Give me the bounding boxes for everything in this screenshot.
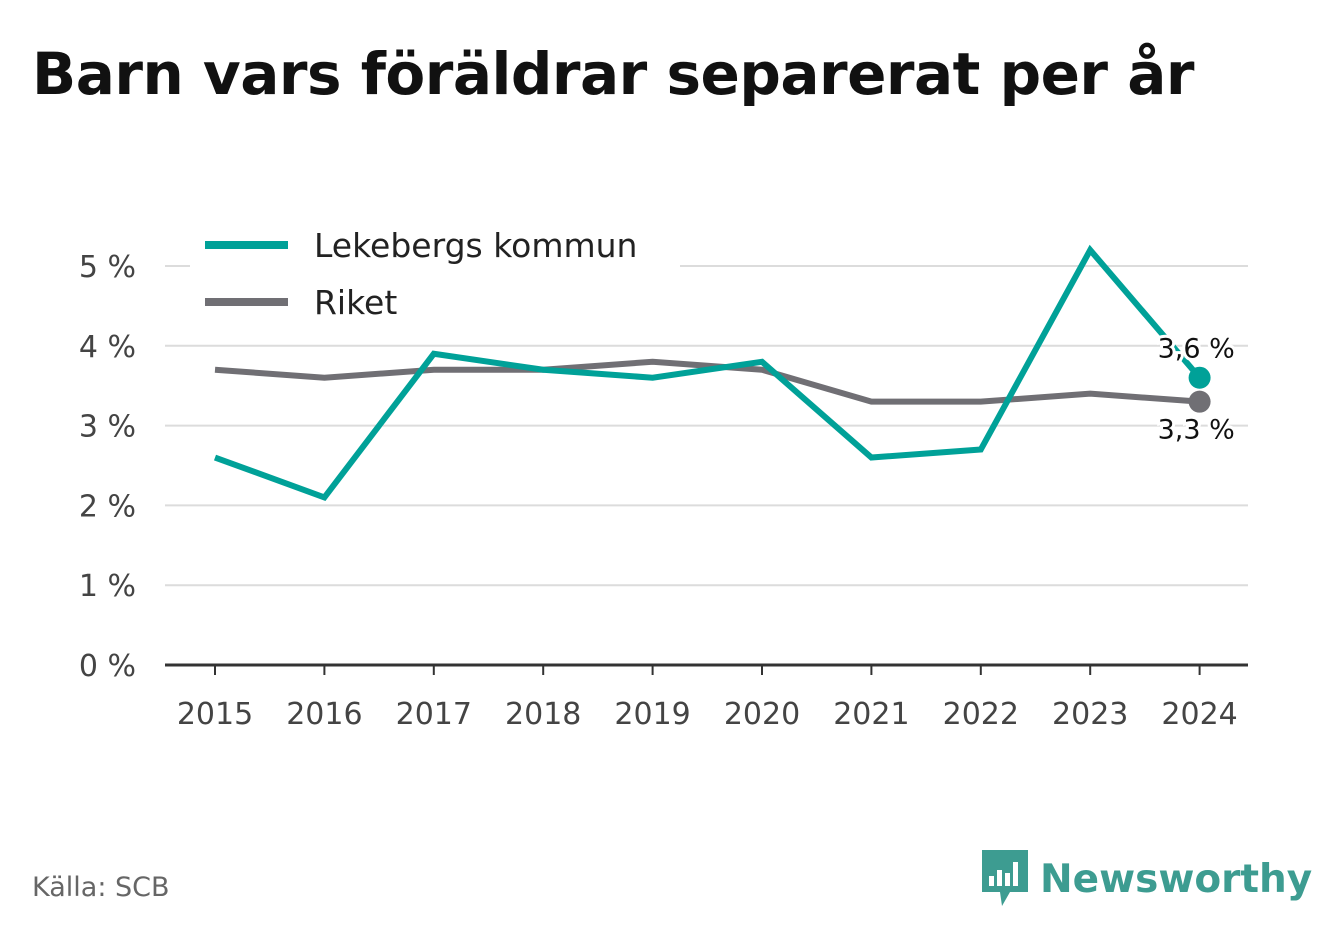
end-labels: 3,6 % 3,3 % — [1155, 331, 1238, 449]
brand-name: Newsworthy — [1040, 856, 1313, 902]
series-layer — [213, 244, 1211, 501]
y-tick-label: 4 % — [79, 330, 136, 365]
x-tick-label: 2016 — [286, 697, 362, 732]
end-label-lekeberg: 3,6 % — [1158, 334, 1235, 365]
chart-title: Barn vars föräldrar separerat per år — [32, 40, 1194, 108]
series-line-1 — [214, 358, 1200, 405]
x-tick-label: 2024 — [1161, 697, 1237, 732]
legend-label-1: Riket — [314, 283, 397, 322]
x-tick-label: 2019 — [614, 697, 690, 732]
source-note: Källa: SCB — [32, 872, 170, 903]
series-line-0 — [213, 244, 1202, 501]
x-tick-label: 2021 — [833, 697, 909, 732]
newsworthy-logo-icon — [982, 850, 1028, 906]
x-axis: 2015 2016 2017 2018 2019 2020 2021 2022 2023 2024 — [165, 663, 1248, 732]
y-tick-label: 0 % — [79, 649, 136, 684]
series-end-point-1 — [1188, 390, 1211, 413]
x-tick-label: 2020 — [724, 697, 800, 732]
y-axis: 0 % 1 % 2 % 3 % 4 % 5 % — [79, 250, 136, 684]
legend: Lekebergs kommun Riket — [190, 225, 680, 325]
series-end-point-0 — [1188, 366, 1211, 389]
x-tick-label: 2022 — [943, 697, 1019, 732]
y-tick-label: 3 % — [79, 410, 136, 445]
x-tick-label: 2018 — [505, 697, 581, 732]
y-tick-label: 1 % — [79, 569, 136, 604]
x-tick-label: 2017 — [396, 697, 472, 732]
end-label-riket: 3,3 % — [1158, 415, 1235, 446]
x-tick-label: 2015 — [177, 697, 253, 732]
legend-label-0: Lekebergs kommun — [314, 226, 637, 265]
brand-logo: Newsworthy — [980, 848, 1312, 910]
y-tick-label: 2 % — [79, 489, 136, 524]
gridlines — [165, 265, 1248, 587]
x-tick-label: 2023 — [1052, 697, 1128, 732]
line-chart: 0 %1 %2 %3 %4 %5 % 2015 2016 2017 2018 2019 2… — [79, 225, 1248, 732]
y-tick-label: 5 % — [79, 250, 136, 285]
